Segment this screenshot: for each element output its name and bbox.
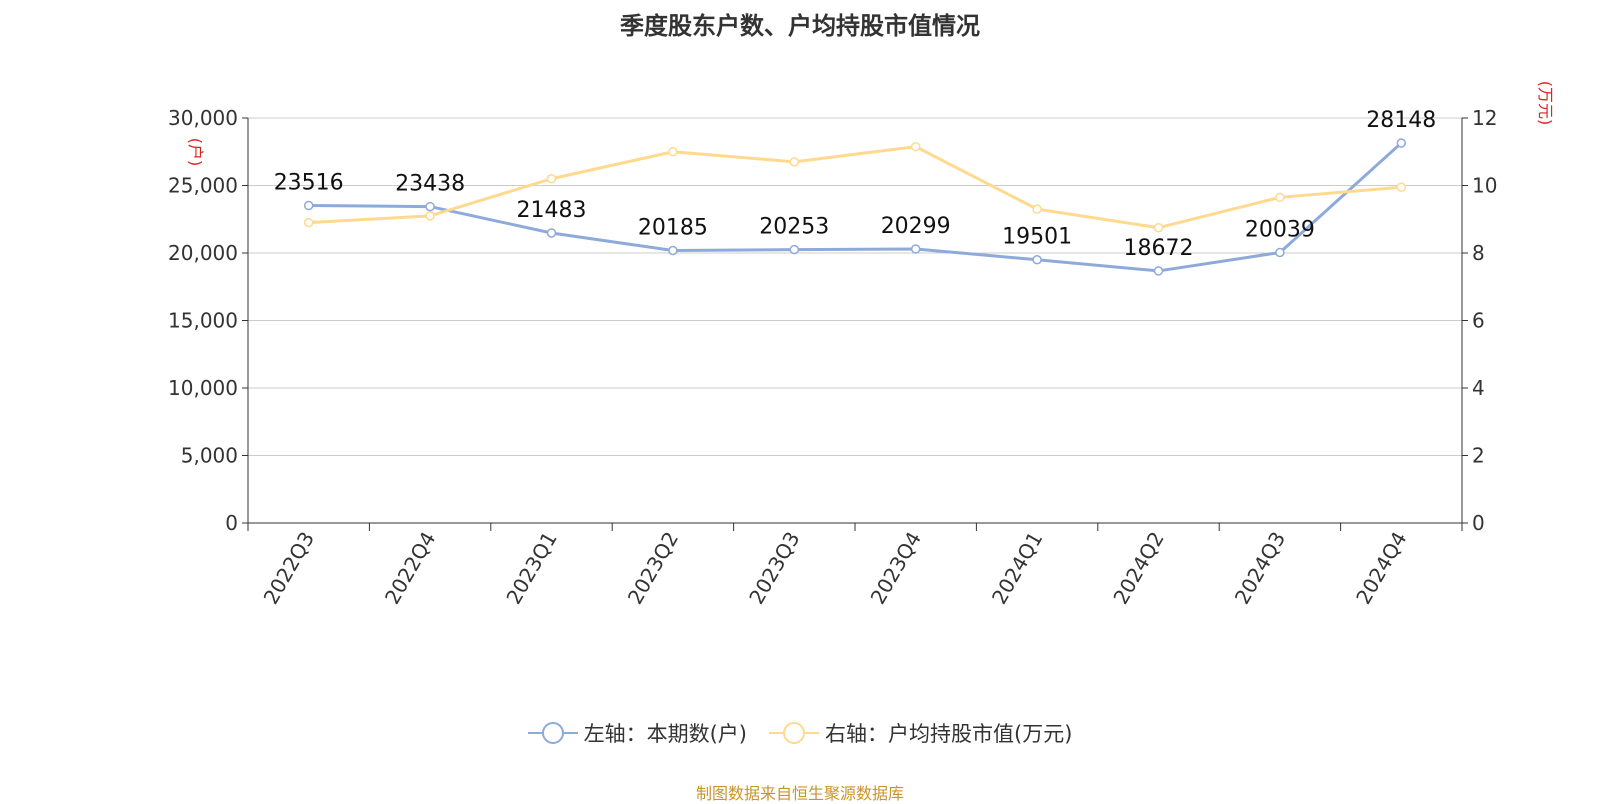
legend: 左轴：本期数(户) 右轴：户均持股市值(万元) (0, 718, 1600, 748)
data-label: 20299 (881, 214, 951, 239)
legend-item-left[interactable]: 左轴：本期数(户) (527, 718, 747, 748)
right-axis-tick-label: 12 (1472, 106, 1497, 130)
x-axis-category-label: 2023Q3 (744, 528, 804, 609)
legend-circle-line-icon (527, 722, 578, 744)
left-axis-tick-label: 10,000 (168, 376, 238, 400)
right-axis-tick-label: 0 (1472, 511, 1485, 535)
series-1-point (1396, 182, 1407, 192)
right-axis-tick-label: 4 (1472, 376, 1485, 400)
right-axis-tick-label: 8 (1472, 241, 1485, 265)
series-line-1 (308, 145, 1402, 230)
series-1-point (789, 157, 800, 167)
series-1-point (668, 147, 678, 157)
series-0-point (425, 201, 435, 212)
legend-item-right[interactable]: 右轴：户均持股市值(万元) (769, 718, 1072, 748)
x-axis-category-label: 2022Q4 (380, 528, 440, 609)
series-0-point (1032, 254, 1042, 265)
series-1-point (1275, 192, 1285, 203)
data-label: 20253 (759, 215, 829, 240)
left-axis-tick-label: 20,000 (168, 241, 238, 265)
series-line-0 (308, 141, 1403, 273)
x-axis-category-label: 2023Q4 (866, 528, 926, 609)
x-axis-category-label: 2024Q3 (1230, 528, 1290, 609)
data-label: 19501 (1002, 225, 1072, 250)
left-axis-tick-label: 0 (225, 511, 238, 535)
data-source-note: 制图数据来自恒生聚源数据库 (695, 784, 904, 803)
x-axis-category-label: 2023Q1 (501, 528, 561, 609)
data-label: 23516 (274, 171, 344, 196)
series-0-point (789, 244, 800, 255)
x-axis-category-label: 2024Q4 (1351, 528, 1411, 609)
x-axis-category-label: 2024Q2 (1108, 528, 1168, 609)
left-axis-unit-label: (户) (186, 138, 205, 167)
right-axis-unit-label: (万元) (1536, 81, 1555, 126)
series-0-point (303, 200, 314, 211)
series-0-point (1275, 247, 1285, 258)
series-1-point (546, 174, 557, 184)
series-0-point (1396, 138, 1407, 148)
legend-circle-line-icon (769, 722, 819, 744)
legend-label-left: 左轴：本期数(户) (583, 722, 747, 746)
x-axis-category-label: 2024Q1 (987, 528, 1047, 609)
chart-title: 季度股东户数、户均持股市值情况 (620, 12, 980, 40)
series-0-point (668, 245, 678, 256)
data-label: 23438 (395, 172, 465, 197)
left-axis-tick-label: 15,000 (168, 309, 238, 333)
data-label: 21483 (517, 198, 587, 223)
series-1-point (1153, 222, 1164, 233)
left-axis-tick-label: 30,000 (168, 106, 238, 130)
series-0-point (546, 228, 557, 238)
series-1-point (303, 217, 314, 228)
chart-canvas: 0 5,000 10,000 15,000 20,000 25,000 30,000 0 2 4 6… (168, 81, 1555, 609)
series-1-point (910, 141, 921, 152)
left-axis-tick-label: 25,000 (168, 174, 238, 198)
data-label: 20185 (638, 216, 708, 241)
right-axis-tick-label: 2 (1472, 444, 1485, 468)
right-axis-tick-label: 10 (1472, 174, 1497, 198)
series-1-point (425, 211, 435, 221)
left-axis-tick-label: 5,000 (181, 444, 238, 468)
right-axis-tick-label: 6 (1472, 309, 1485, 333)
data-label: 20039 (1245, 217, 1315, 242)
series-0-point (1153, 266, 1164, 276)
data-label: 28148 (1366, 108, 1436, 133)
data-label: 18672 (1124, 236, 1194, 261)
series-1-point (1032, 204, 1042, 214)
series-0-point (910, 244, 921, 254)
x-axis-category-label: 2023Q2 (623, 528, 683, 609)
x-axis-category-label: 2022Q3 (259, 528, 319, 609)
legend-label-right: 右轴：户均持股市值(万元) (825, 722, 1073, 746)
